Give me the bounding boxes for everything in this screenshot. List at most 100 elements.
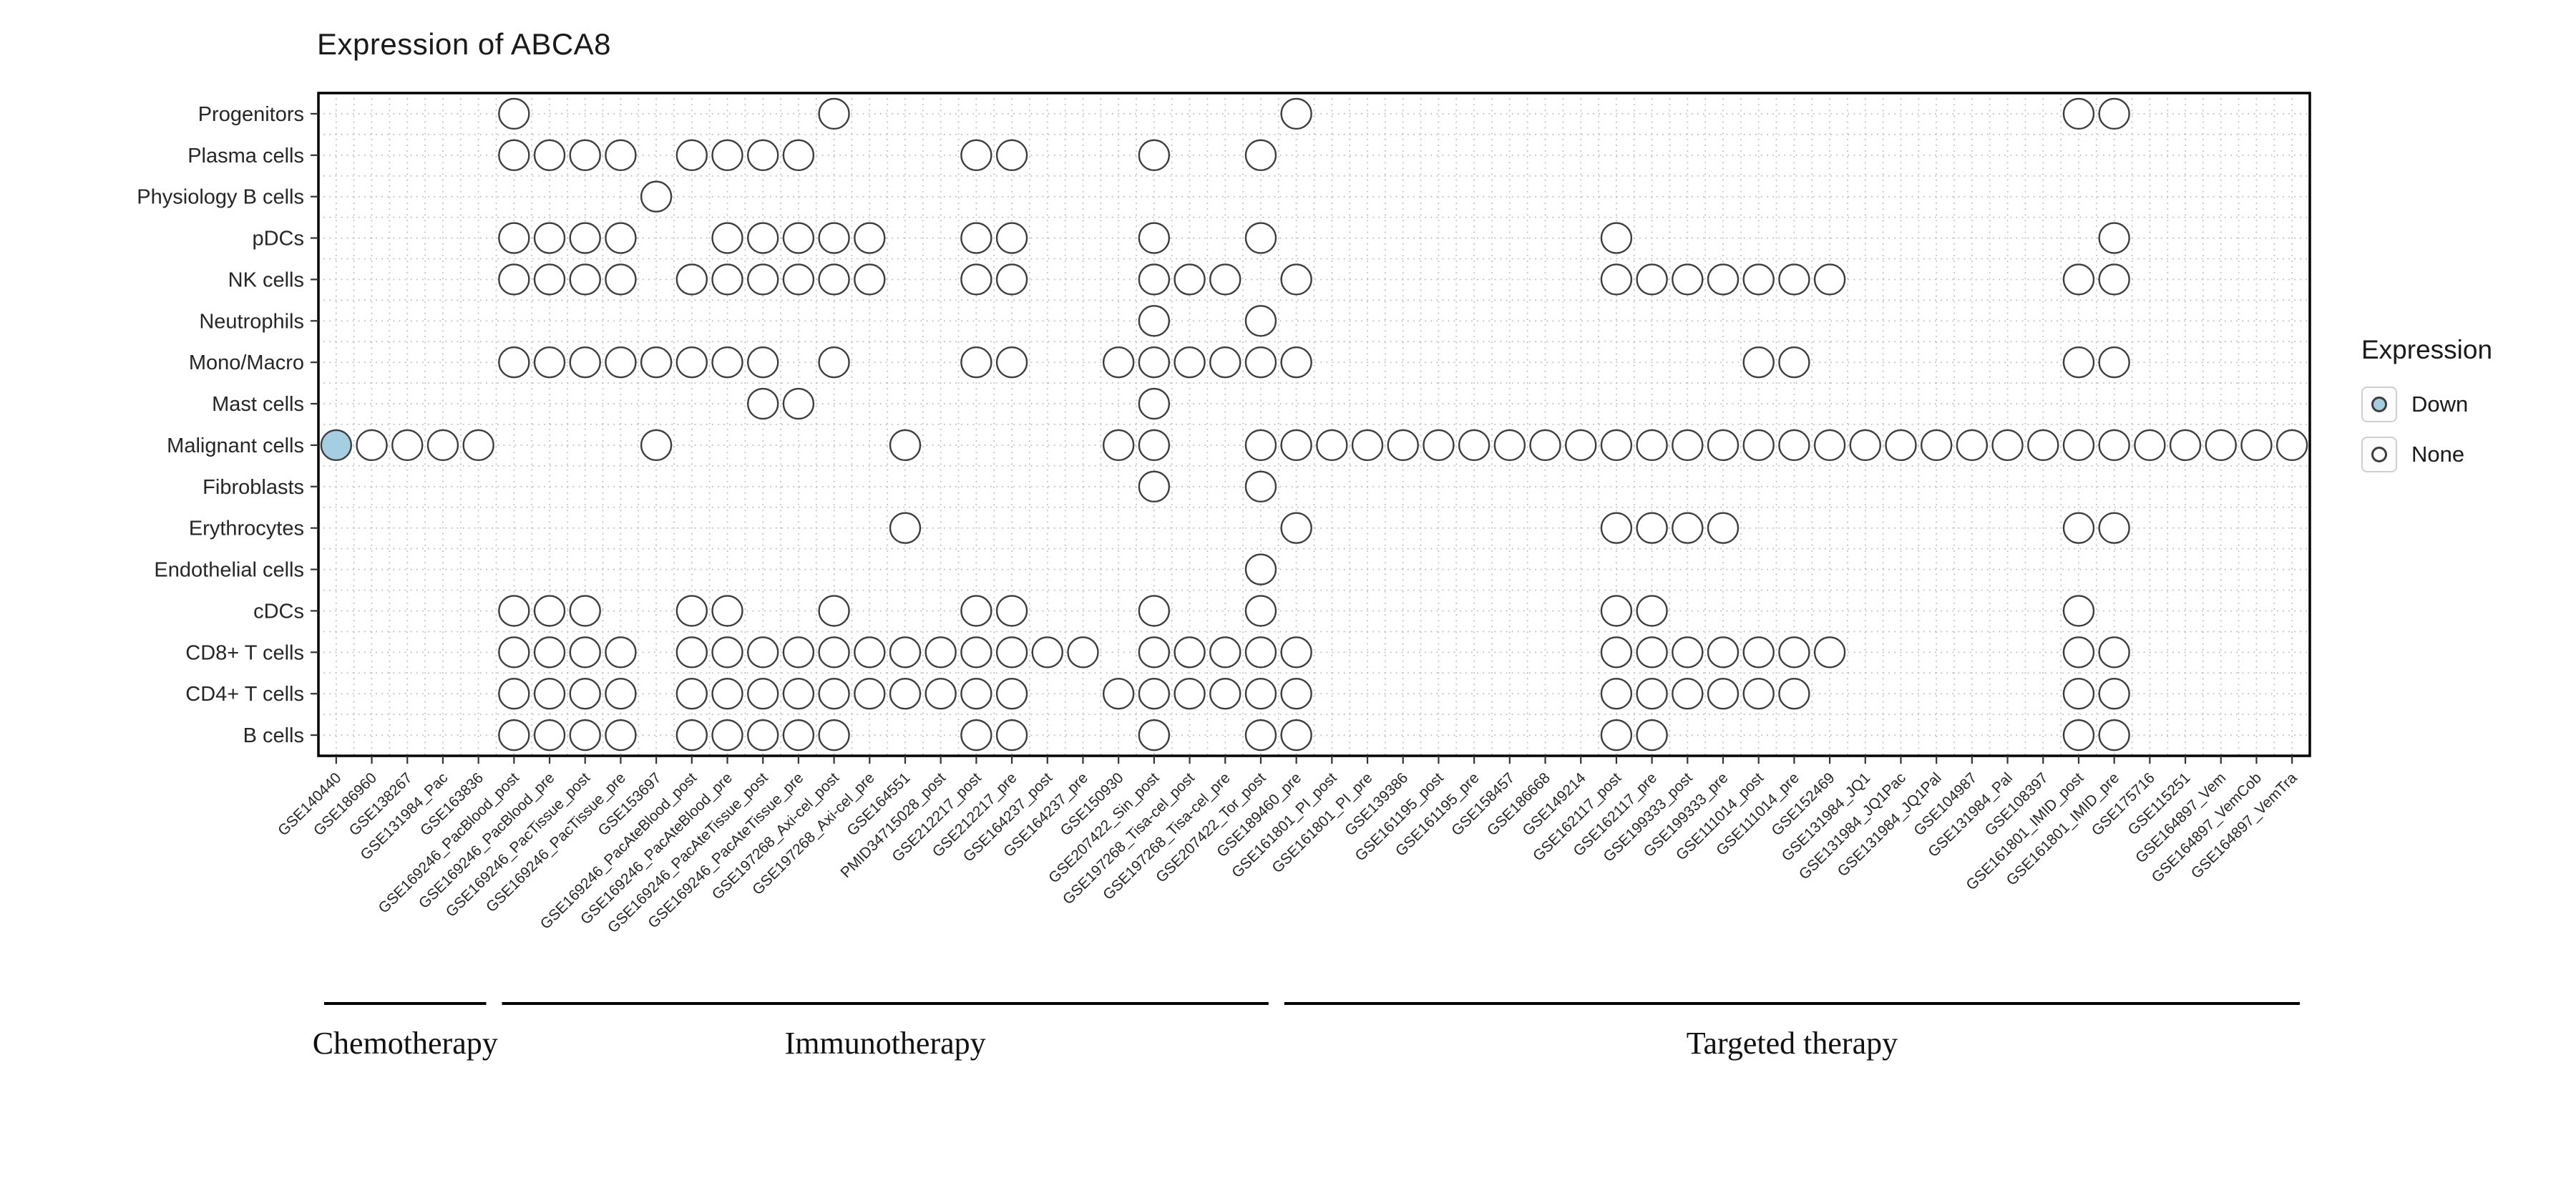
expression-dot-none (711, 595, 743, 627)
expression-dot-none (1600, 636, 1633, 669)
expression-dot-none (1280, 429, 1312, 462)
expression-dot-none (2098, 512, 2130, 544)
expression-dot-none (498, 636, 530, 669)
expression-dot-none (2275, 429, 2308, 462)
expression-dot-none (2240, 429, 2273, 462)
expression-dot-none (533, 346, 566, 379)
expression-dot-none (675, 677, 708, 710)
expression-dot-none (675, 139, 708, 172)
expression-dot-none (818, 595, 850, 627)
expression-dot-none (747, 346, 779, 379)
expression-dot-none (854, 263, 886, 296)
expression-dot-none (1351, 429, 1384, 462)
expression-dot-none (995, 636, 1028, 669)
expression-dot-none (1813, 636, 1846, 669)
expression-dot-none (1458, 429, 1491, 462)
expression-dot-none (640, 180, 673, 213)
legend-item-down: Down (2361, 387, 2492, 422)
expression-dot-none (1138, 346, 1171, 379)
expression-dot-none (960, 263, 992, 296)
expression-dot-none (1423, 429, 1455, 462)
expression-dot-none (533, 595, 566, 627)
expression-dot-none (818, 719, 850, 752)
expression-dot-none (960, 595, 992, 627)
expression-dot-none (818, 677, 850, 710)
expression-dot-none (1280, 719, 1312, 752)
expression-dot-none (747, 677, 779, 710)
row-label: cDCs (253, 600, 304, 623)
expression-dot-none (995, 719, 1028, 752)
expression-dot-none (2098, 636, 2130, 669)
expression-dot-none (747, 222, 779, 254)
expression-dot-none (1244, 470, 1277, 503)
expression-dot-none (711, 222, 743, 254)
expression-dot-none (782, 263, 815, 296)
expression-dot-none (675, 346, 708, 379)
expression-dot-none (569, 139, 601, 172)
legend-items: Down None (2361, 387, 2492, 472)
expression-dot-none (1813, 263, 1846, 296)
expression-dot-none (1636, 512, 1668, 544)
expression-dot-none (462, 429, 494, 462)
expression-dot-none (640, 346, 673, 379)
expression-dot-none (1102, 429, 1135, 462)
expression-dot-down (320, 429, 353, 462)
expression-dot-none (1174, 346, 1206, 379)
expression-dot-none (2062, 263, 2095, 296)
expression-dot-none (1600, 222, 1633, 254)
expression-dot-none (1138, 263, 1171, 296)
expression-dot-none (960, 636, 992, 669)
expression-dot-none (1600, 512, 1633, 544)
expression-dot-none (1244, 222, 1277, 254)
row-label: CD4+ T cells (185, 683, 304, 706)
legend-item-label: Down (2411, 392, 2469, 417)
expression-dot-none (569, 263, 601, 296)
expression-dot-none (1742, 346, 1775, 379)
expression-dot-none (1209, 636, 1241, 669)
expression-dot-none (889, 636, 922, 669)
expression-dot-none (675, 636, 708, 669)
expression-dot-none (605, 719, 637, 752)
legend: Expression Down None (2361, 335, 2492, 487)
expression-dot-none (1138, 139, 1171, 172)
expression-dot-none (995, 346, 1028, 379)
expression-dot-none (533, 677, 566, 710)
expression-dot-none (1031, 636, 1063, 669)
expression-dot-none (2027, 429, 2059, 462)
row-label: Erythrocytes (189, 517, 304, 540)
expression-dot-none (747, 636, 779, 669)
expression-dot-none (1244, 139, 1277, 172)
expression-dot-none (818, 222, 850, 254)
expression-dot-none (1138, 387, 1171, 420)
expression-dot-none (2098, 263, 2130, 296)
expression-dot-none (1280, 97, 1312, 130)
expression-dot-none (605, 139, 637, 172)
group-label: Immunotherapy (785, 1026, 986, 1061)
expression-dot-none (1778, 346, 1810, 379)
expression-dot-none (889, 429, 922, 462)
expression-dot-none (711, 346, 743, 379)
expression-dot-none (533, 636, 566, 669)
expression-dot-none (1707, 677, 1740, 710)
expression-dot-none (1600, 677, 1633, 710)
expression-dot-none (1493, 429, 1526, 462)
row-label: B cells (243, 724, 304, 747)
row-label: Mono/Macro (189, 351, 304, 374)
legend-item-none: None (2361, 437, 2492, 472)
expression-dot-none (1138, 222, 1171, 254)
row-label: Mast cells (212, 393, 304, 416)
expression-dot-none (1672, 263, 1704, 296)
row-label: Neutrophils (199, 310, 304, 333)
expression-dot-none (1636, 429, 1668, 462)
expression-dot-none (605, 222, 637, 254)
expression-dot-none (426, 429, 459, 462)
expression-dot-none (1885, 429, 1917, 462)
expression-dot-none (1174, 677, 1206, 710)
row-label: NK cells (228, 268, 304, 291)
expression-dot-none (889, 677, 922, 710)
expression-dot-none (960, 677, 992, 710)
expression-dot-none (782, 677, 815, 710)
expression-dot-none (2062, 346, 2095, 379)
expression-dot-none (1138, 305, 1171, 337)
